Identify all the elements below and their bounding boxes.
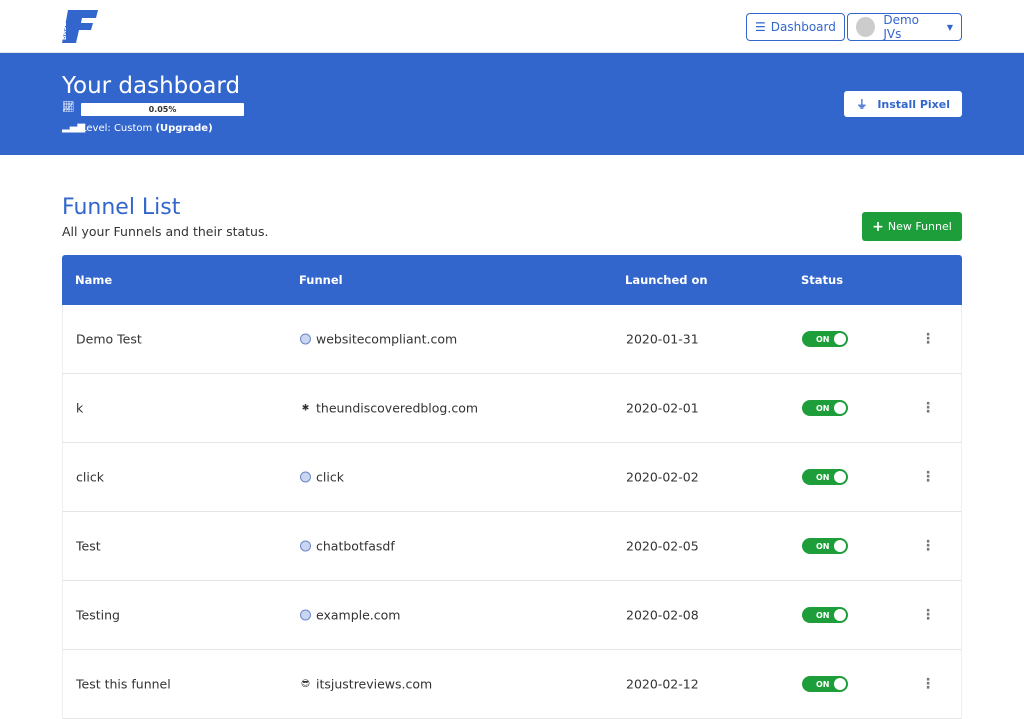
table-row[interactable]: Demo Test websitecompliant.com 2020-01-3… [62,305,962,374]
more-options-icon[interactable]: ⋮ [921,676,935,692]
signal-bars-icon: ▂▄▆ [62,122,86,133]
upgrade-link[interactable]: (Upgrade) [155,123,213,134]
funnel-domain[interactable]: click [300,470,344,485]
top-navbar: BASE ☰ Dashboard Demo JVs ▼ [0,0,1024,53]
new-funnel-button[interactable]: + New Funnel [862,212,962,241]
dashboard-hero: Your dashboard 📈︎ 0.05% ▂▄▆ Level: Custo… [0,53,1024,155]
funnel-name: click [76,469,104,485]
more-options-icon[interactable]: ⋮ [921,331,935,347]
launched-date: 2020-02-01 [626,400,699,416]
level-text: Level: Custom (Upgrade) [81,123,213,134]
user-menu-button[interactable]: Demo JVs ▼ [847,13,962,41]
launched-date: 2020-01-31 [626,331,699,347]
plug-icon: ⏚ [856,98,868,111]
funnel-name: k [76,400,84,416]
table-row[interactable]: k ✱ theundiscoveredblog.com 2020-02-01 ON… [62,374,962,443]
funnel-table: Name Funnel Launched on Status Demo Test… [62,255,962,719]
avatar [856,17,876,37]
table-row[interactable]: Testing example.com 2020-02-08 ON ⋮ [62,581,962,650]
sliders-icon: ☰ [755,20,766,34]
more-options-icon[interactable]: ⋮ [921,538,935,554]
funnel-domain[interactable]: 😎 itsjustreviews.com [300,676,433,692]
svg-text:BASE: BASE [62,22,68,40]
table-row[interactable]: Test this funnel 😎 itsjustreviews.com 202… [62,650,962,719]
column-header-status: Status [801,273,844,287]
table-header: Name Funnel Launched on Status [62,255,962,305]
funnel-domain[interactable]: websitecompliant.com [300,332,457,347]
install-pixel-button[interactable]: ⏚ Install Pixel [844,91,962,117]
globe-icon [300,609,311,621]
status-toggle[interactable]: ON [802,331,848,347]
funnel-name: Test this funnel [76,676,171,692]
more-options-icon[interactable]: ⋮ [921,607,935,623]
globe-icon [300,333,311,345]
launched-date: 2020-02-05 [626,538,699,554]
launched-date: 2020-02-08 [626,607,699,623]
funnel-domain[interactable]: chatbotfasdf [300,539,395,554]
launched-date: 2020-02-12 [626,676,699,692]
status-toggle[interactable]: ON [802,538,848,554]
plus-icon: + [872,218,884,235]
column-header-funnel: Funnel [299,273,343,287]
base-logo[interactable]: BASE [62,10,98,43]
funnel-name: Test [76,538,101,554]
favicon-icon: ✱ [301,403,310,413]
table-row[interactable]: click click 2020-02-02 ON ⋮ [62,443,962,512]
more-options-icon[interactable]: ⋮ [921,469,935,485]
status-toggle[interactable]: ON [802,607,848,623]
funnel-name: Demo Test [76,331,142,347]
status-toggle[interactable]: ON [802,400,848,416]
dashboard-button[interactable]: ☰ Dashboard [746,13,845,41]
usage-progress-bar: 0.05% [81,103,244,116]
globe-icon [300,540,311,552]
section-subtitle: All your Funnels and their status. [62,224,269,239]
column-header-launched: Launched on [625,273,708,287]
table-row[interactable]: Test chatbotfasdf 2020-02-05 ON ⋮ [62,512,962,581]
caret-down-icon: ▼ [946,22,953,32]
status-toggle[interactable]: ON [802,469,848,485]
globe-icon [300,471,311,483]
more-options-icon[interactable]: ⋮ [921,400,935,416]
page-title: Your dashboard [62,73,241,99]
funnel-domain[interactable]: ✱ theundiscoveredblog.com [301,400,479,416]
launched-date: 2020-02-02 [626,469,699,485]
status-toggle[interactable]: ON [802,676,848,692]
funnel-domain[interactable]: example.com [300,608,400,623]
chart-line-icon: 📈︎ [62,102,75,113]
section-title: Funnel List [62,195,181,220]
favicon-icon: 😎 [300,679,311,689]
column-header-name: Name [75,273,113,287]
funnel-name: Testing [76,607,120,623]
